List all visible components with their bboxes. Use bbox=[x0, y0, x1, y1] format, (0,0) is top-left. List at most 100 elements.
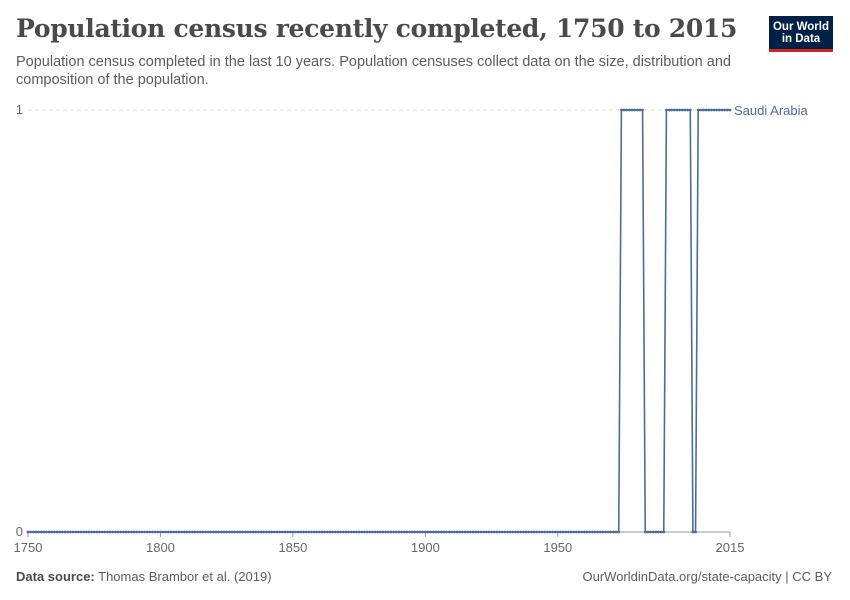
data-point bbox=[408, 530, 411, 534]
data-point bbox=[405, 530, 409, 534]
data-point bbox=[318, 530, 321, 534]
data-point bbox=[580, 530, 584, 534]
data-point bbox=[349, 530, 353, 534]
data-point bbox=[291, 530, 295, 534]
data-point bbox=[696, 108, 700, 112]
data-point bbox=[360, 530, 364, 534]
data-point bbox=[363, 530, 366, 534]
data-point bbox=[193, 530, 197, 534]
data-point bbox=[498, 530, 501, 534]
data-point bbox=[503, 530, 507, 534]
data-point bbox=[121, 530, 125, 534]
data-point bbox=[582, 530, 586, 534]
data-point bbox=[461, 530, 464, 534]
data-point bbox=[527, 530, 531, 534]
data-point bbox=[725, 108, 729, 112]
data-point bbox=[593, 530, 597, 534]
data-point bbox=[482, 530, 486, 534]
data-point bbox=[686, 108, 690, 112]
x-tick-label: 2015 bbox=[716, 540, 745, 555]
data-point bbox=[434, 530, 438, 534]
data-point bbox=[217, 530, 221, 534]
x-tick-label: 1750 bbox=[14, 540, 43, 555]
data-point bbox=[723, 108, 727, 112]
data-point bbox=[333, 530, 337, 534]
data-point bbox=[450, 530, 454, 534]
data-point bbox=[423, 530, 427, 534]
data-point bbox=[278, 530, 282, 534]
data-point bbox=[42, 530, 46, 534]
data-point bbox=[514, 530, 517, 534]
data-point bbox=[283, 530, 287, 534]
data-point bbox=[331, 530, 335, 534]
data-point bbox=[288, 530, 292, 534]
data-point bbox=[320, 530, 324, 534]
data-point bbox=[37, 530, 40, 534]
data-point bbox=[145, 530, 149, 534]
data-point bbox=[159, 530, 162, 534]
source-url[interactable]: OurWorldinData.org/state-capacity | CC B… bbox=[582, 569, 832, 584]
data-point bbox=[312, 530, 316, 534]
data-point bbox=[161, 530, 165, 534]
data-point bbox=[397, 530, 401, 534]
data-point bbox=[341, 530, 345, 534]
data-point bbox=[50, 530, 54, 534]
data-point bbox=[479, 530, 483, 534]
data-point bbox=[455, 530, 459, 534]
chart-title: Population census recently completed, 17… bbox=[16, 14, 738, 43]
data-point bbox=[137, 530, 141, 534]
data-point bbox=[386, 530, 390, 534]
x-tick-label: 1900 bbox=[411, 540, 440, 555]
data-point bbox=[61, 530, 64, 534]
owid-logo[interactable]: Our World in Data bbox=[769, 16, 833, 52]
data-point bbox=[111, 530, 115, 534]
data-point bbox=[227, 530, 231, 534]
data-point bbox=[429, 530, 433, 534]
data-point bbox=[418, 530, 422, 534]
data-point bbox=[476, 530, 480, 534]
data-point bbox=[275, 530, 279, 534]
series-label: Saudi Arabia bbox=[734, 103, 808, 118]
data-point bbox=[106, 530, 109, 534]
data-point bbox=[296, 530, 300, 534]
data-point bbox=[174, 530, 178, 534]
x-tick-label: 1950 bbox=[543, 540, 572, 555]
data-point bbox=[400, 530, 403, 534]
data-point bbox=[548, 530, 552, 534]
data-point bbox=[76, 530, 80, 534]
data-point bbox=[26, 530, 30, 534]
data-point bbox=[543, 530, 546, 534]
data-point bbox=[262, 530, 266, 534]
data-point bbox=[347, 530, 350, 534]
data-point bbox=[471, 530, 475, 534]
data-point bbox=[718, 108, 721, 112]
data-point bbox=[143, 530, 146, 534]
data-point bbox=[506, 530, 509, 534]
data-point bbox=[376, 530, 380, 534]
data-point bbox=[180, 530, 184, 534]
data-point bbox=[225, 530, 229, 534]
data-point bbox=[492, 530, 496, 534]
data-point bbox=[715, 108, 719, 112]
data-point bbox=[490, 530, 493, 534]
data-point bbox=[535, 530, 539, 534]
data-point bbox=[463, 530, 467, 534]
data-point bbox=[720, 108, 724, 112]
data-point bbox=[243, 530, 247, 534]
data-point bbox=[442, 530, 446, 534]
data-source: Data source: Thomas Brambor et al. (2019… bbox=[16, 569, 272, 584]
data-point bbox=[598, 530, 602, 534]
data-point bbox=[63, 530, 67, 534]
data-point bbox=[209, 530, 213, 534]
y-tick-label: 1 bbox=[16, 102, 23, 117]
data-point bbox=[670, 108, 674, 112]
data-point bbox=[280, 530, 284, 534]
data-point bbox=[95, 530, 99, 534]
data-point bbox=[672, 108, 676, 112]
data-point bbox=[707, 108, 711, 112]
data-point bbox=[172, 530, 176, 534]
data-point bbox=[662, 530, 666, 534]
data-point bbox=[365, 530, 369, 534]
data-point bbox=[596, 530, 599, 534]
